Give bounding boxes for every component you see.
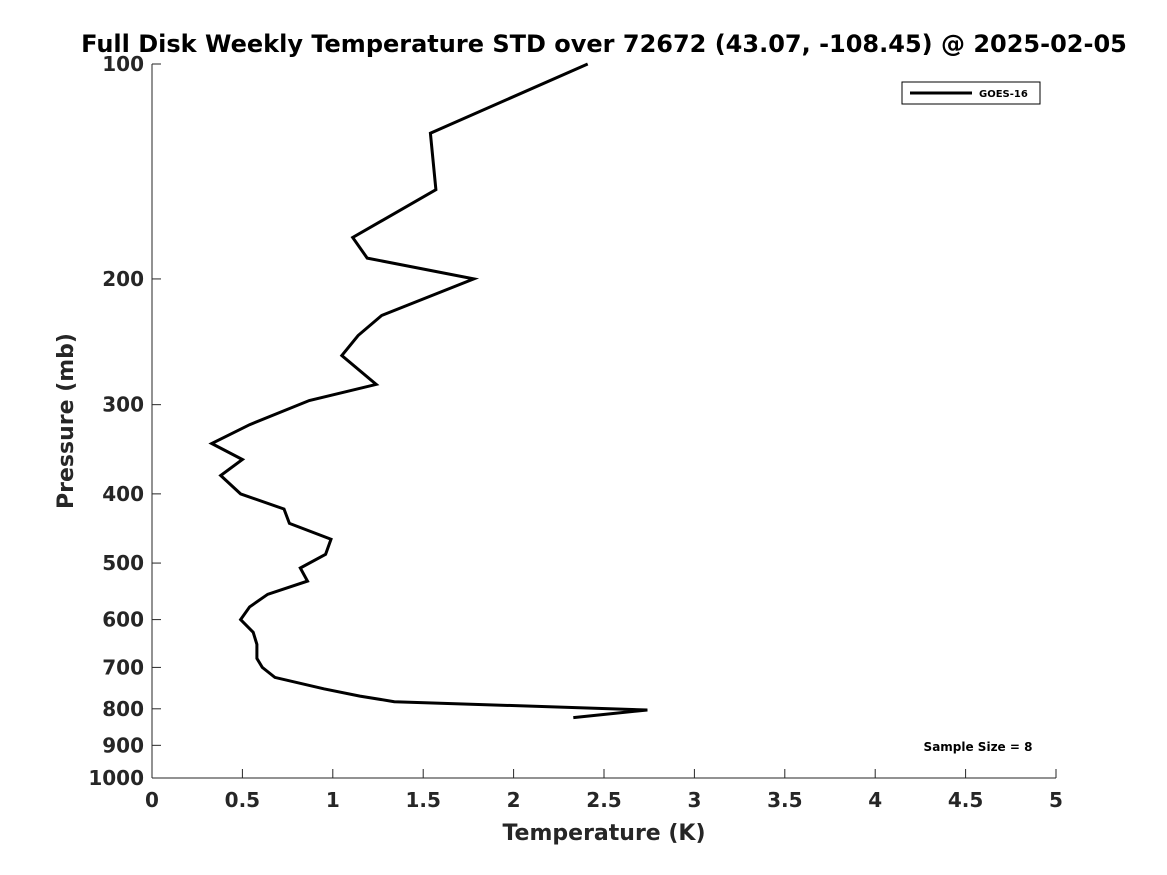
y-tick-label: 600 — [102, 608, 144, 632]
x-tick-label: 4 — [868, 788, 882, 812]
y-tick-label: 800 — [102, 697, 144, 721]
y-tick-label: 200 — [102, 267, 144, 291]
x-tick-label: 2 — [507, 788, 521, 812]
x-tick-label: 0.5 — [225, 788, 260, 812]
y-tick-label: 700 — [102, 655, 144, 679]
y-axis-label: Pressure (mb) — [54, 333, 79, 509]
y-tick-label: 1000 — [88, 766, 144, 790]
plot-area — [151, 62, 1057, 779]
x-axis-label: Temperature (K) — [502, 821, 705, 846]
y-tick-label: 300 — [102, 393, 144, 417]
y-tick-label: 900 — [102, 733, 144, 757]
x-tick-label: 0 — [145, 788, 159, 812]
x-tick-label: 5 — [1049, 788, 1063, 812]
y-tick-label: 500 — [102, 551, 144, 575]
series-line-goes-16 — [208, 62, 648, 720]
y-tick-label: 100 — [102, 52, 144, 76]
sample-size-annotation: Sample Size = 8 — [924, 740, 1033, 754]
x-tick-label: 1.5 — [405, 788, 440, 812]
legend-label-goes-16: GOES-16 — [979, 89, 1028, 100]
x-tick-label: 3 — [687, 788, 701, 812]
legend: GOES-16 — [901, 81, 1041, 105]
chart-title: Full Disk Weekly Temperature STD over 72… — [81, 30, 1127, 58]
tick-labels: 0 0.5 1 1.5 2 2.5 3 3.5 4 4.5 5 100 200 300 400 500 600 7… — [88, 52, 1063, 812]
x-tick-label: 4.5 — [948, 788, 983, 812]
y-tick-label: 400 — [102, 482, 144, 506]
x-tick-label: 1 — [326, 788, 340, 812]
x-tick-label: 2.5 — [586, 788, 621, 812]
x-tick-label: 3.5 — [767, 788, 802, 812]
